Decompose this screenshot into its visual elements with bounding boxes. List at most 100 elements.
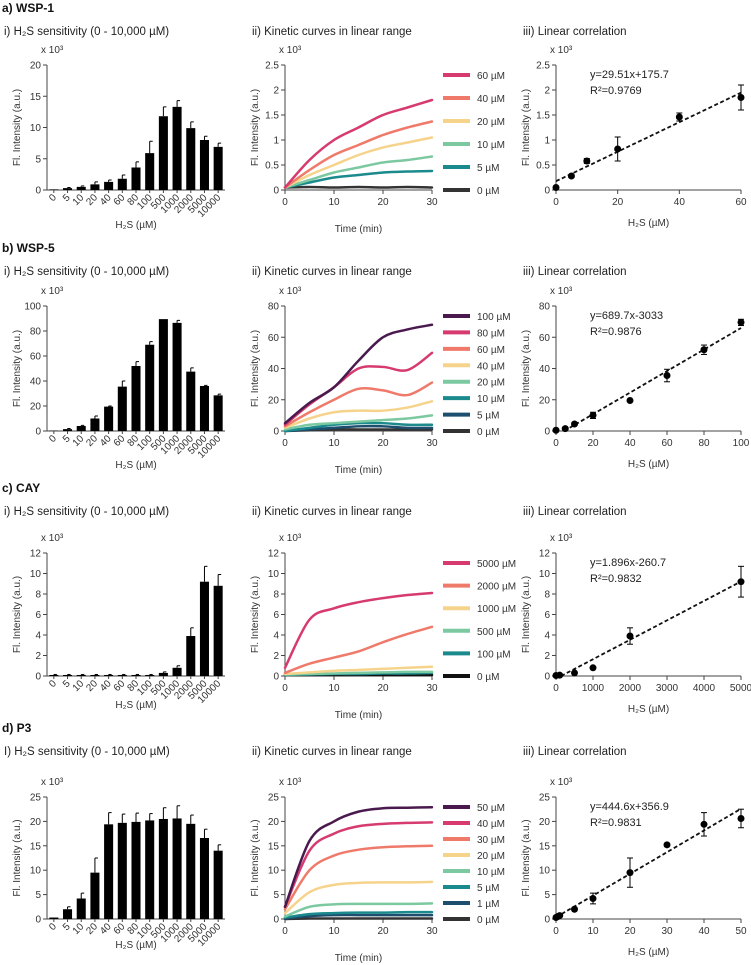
legend-label: 0 µM [477,915,499,926]
series-line [283,120,434,189]
series-line [283,323,434,425]
bar [145,153,155,190]
chart-title: ii) Kinetic curves in linear range [252,506,412,518]
x-tick-label: 1000 [582,683,605,694]
fit-equation: y=689.7x-3033 [590,310,663,322]
y-tick-label: 5 [35,890,41,901]
x-axis-label: Time (min) [335,465,382,476]
legend-label: 20 µM [477,851,505,862]
bar [63,188,73,190]
x-axis-label: H₂S (µM) [115,460,156,471]
data-point [561,425,569,433]
bar [90,418,100,431]
x-tick-label: 30 [426,926,438,937]
bar [199,140,209,190]
y-tick-label: 0.5 [536,161,550,172]
bar-chart: i) H₂S sensitivity (0 - 10,000 µM) x 10³ F… [4,266,225,471]
x-axis-label: H₂S (µM) [628,704,669,715]
x-tick-label: 10 [328,438,340,449]
bar [145,674,155,676]
series-line [283,169,434,189]
legend-label: 50 µM [477,803,505,814]
bar [199,837,209,919]
y-tick-label: 0.5 [265,161,279,172]
panel-label: a) WSP-1 [2,1,54,15]
scatter-chart: iii) Linear correlation x 10³ Fl. Intensit… [521,26,747,229]
legend-label: 1000 µM [477,604,516,615]
legend-label: 20 µM [477,378,505,389]
y-tick-label: 1.5 [265,111,279,122]
bar [49,917,59,919]
legend-label: 1 µM [477,899,499,910]
legend-label: 40 µM [477,94,505,105]
y-tick-label: 6 [35,610,41,621]
bar [49,189,59,190]
legend-label: 10 µM [477,140,505,151]
data-point [556,912,564,920]
line-chart: ii) Kinetic curves in linear range x 10³ F… [250,506,516,721]
line-chart: ii) Kinetic curves in linear range x 10³ F… [250,26,505,235]
y-axis-label: Fl. Intensity (a.u.) [250,576,261,653]
y-tick-label: 4 [273,631,279,642]
y-tick-label: 12 [268,549,280,560]
x-tick-label: 10 [328,197,340,208]
y-tick-label: 0 [544,672,550,683]
bar [186,636,196,676]
y-tick-label: 15 [268,841,280,852]
y-tick-label: 2 [273,86,279,97]
y-tick-label: 5 [35,154,41,165]
bar [131,366,141,431]
y-tick-label: 10 [30,866,42,877]
bar [199,386,209,431]
bar [158,672,168,676]
x-tick-label: 40 [698,926,710,937]
data-point [700,820,708,828]
y-tick-label: 0 [273,427,279,438]
legend-label: 30 µM [477,835,505,846]
y-tick-label: 10 [539,569,551,580]
bar [172,667,182,676]
data-point [589,664,597,672]
y-tick-label: 2 [544,651,550,662]
data-point [589,895,597,903]
bar [213,395,223,431]
data-point [737,578,745,586]
bar [117,822,127,919]
data-point [700,346,708,354]
x-tick-label: 0 [47,192,59,204]
y-tick-label: 20 [30,817,42,828]
fit-r-squared: R²=0.9831 [590,817,642,829]
y-tick-label: 0 [35,427,41,438]
bar [213,850,223,919]
y-axis-label: Fl. Intensity (a.u.) [250,89,261,166]
data-point [556,671,564,679]
data-point [737,318,745,326]
chart-title: ii) Kinetic curves in linear range [252,746,412,758]
bar [76,186,86,190]
chart-title: iii) Linear correlation [523,26,627,38]
y-tick-label: 10 [30,569,42,580]
bar [158,319,168,431]
y-multiplier: x 10³ [550,286,573,297]
bar [131,167,141,190]
x-axis-label: H₂S (µM) [628,459,669,470]
y-multiplier: x 10³ [550,533,573,544]
y-tick-label: 2 [544,86,550,97]
series-line [283,665,434,676]
legend-label: 0 µM [477,672,499,683]
y-multiplier: x 10³ [550,777,573,788]
y-tick-label: 40 [30,377,42,388]
y-tick-label: 8 [273,590,279,601]
fit-equation: y=1.896x-260.7 [590,557,666,569]
scatter-chart: iii) Linear correlation x 10³ Fl. Intensit… [521,506,751,715]
y-multiplier: x 10³ [41,533,64,544]
bar [186,128,196,190]
fit-line [555,807,742,919]
chart-title: iii) Linear correlation [523,506,627,518]
y-tick-label: 0 [273,915,279,926]
y-tick-label: 60 [268,333,280,344]
legend-label: 2000 µM [477,582,516,593]
bar [131,821,141,919]
x-tick-label: 10 [328,926,340,937]
y-tick-label: 20 [539,395,551,406]
